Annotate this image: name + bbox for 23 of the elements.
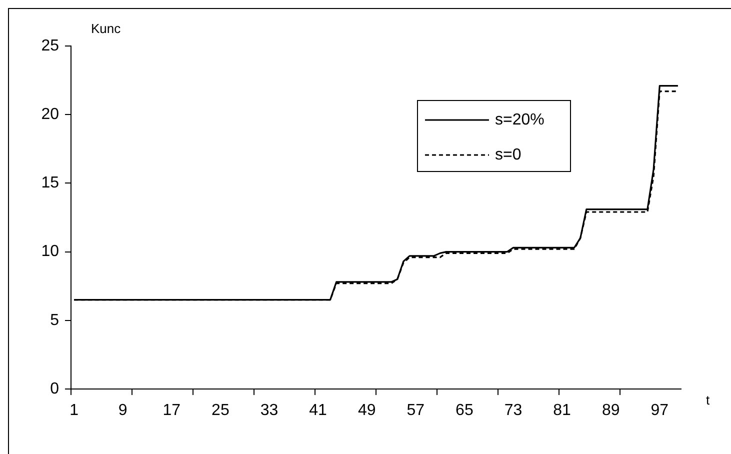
x-tick-label: 1	[70, 402, 79, 420]
x-tick-label: 33	[260, 402, 278, 420]
x-tick-label: 49	[358, 402, 376, 420]
y-tick-label: 25	[41, 37, 60, 54]
x-tick-label: 57	[406, 402, 425, 420]
y-tick-label: 10	[41, 243, 60, 260]
y-tick-label: 0	[50, 380, 60, 398]
x-tick-label: 73	[504, 402, 522, 420]
x-tick-label: 9	[118, 402, 128, 420]
x-tick-label: 89	[602, 402, 620, 420]
y-tick-label: 20	[41, 106, 60, 124]
x-tick-label: 81	[553, 402, 572, 420]
y-axis-title: Kunc	[91, 21, 122, 36]
x-tick-label: 97	[650, 402, 669, 420]
x-axis-title: t	[706, 392, 710, 408]
x-tick-label: 25	[212, 402, 230, 420]
x-tick-label: 17	[162, 402, 181, 420]
legend-label: s=0	[495, 146, 522, 164]
x-tick-label: 41	[309, 402, 328, 420]
y-tick-label: 5	[50, 312, 60, 329]
x-tick-label: 65	[456, 402, 474, 420]
y-tick-label: 15	[41, 174, 60, 192]
legend-label: s=20%	[495, 111, 544, 128]
